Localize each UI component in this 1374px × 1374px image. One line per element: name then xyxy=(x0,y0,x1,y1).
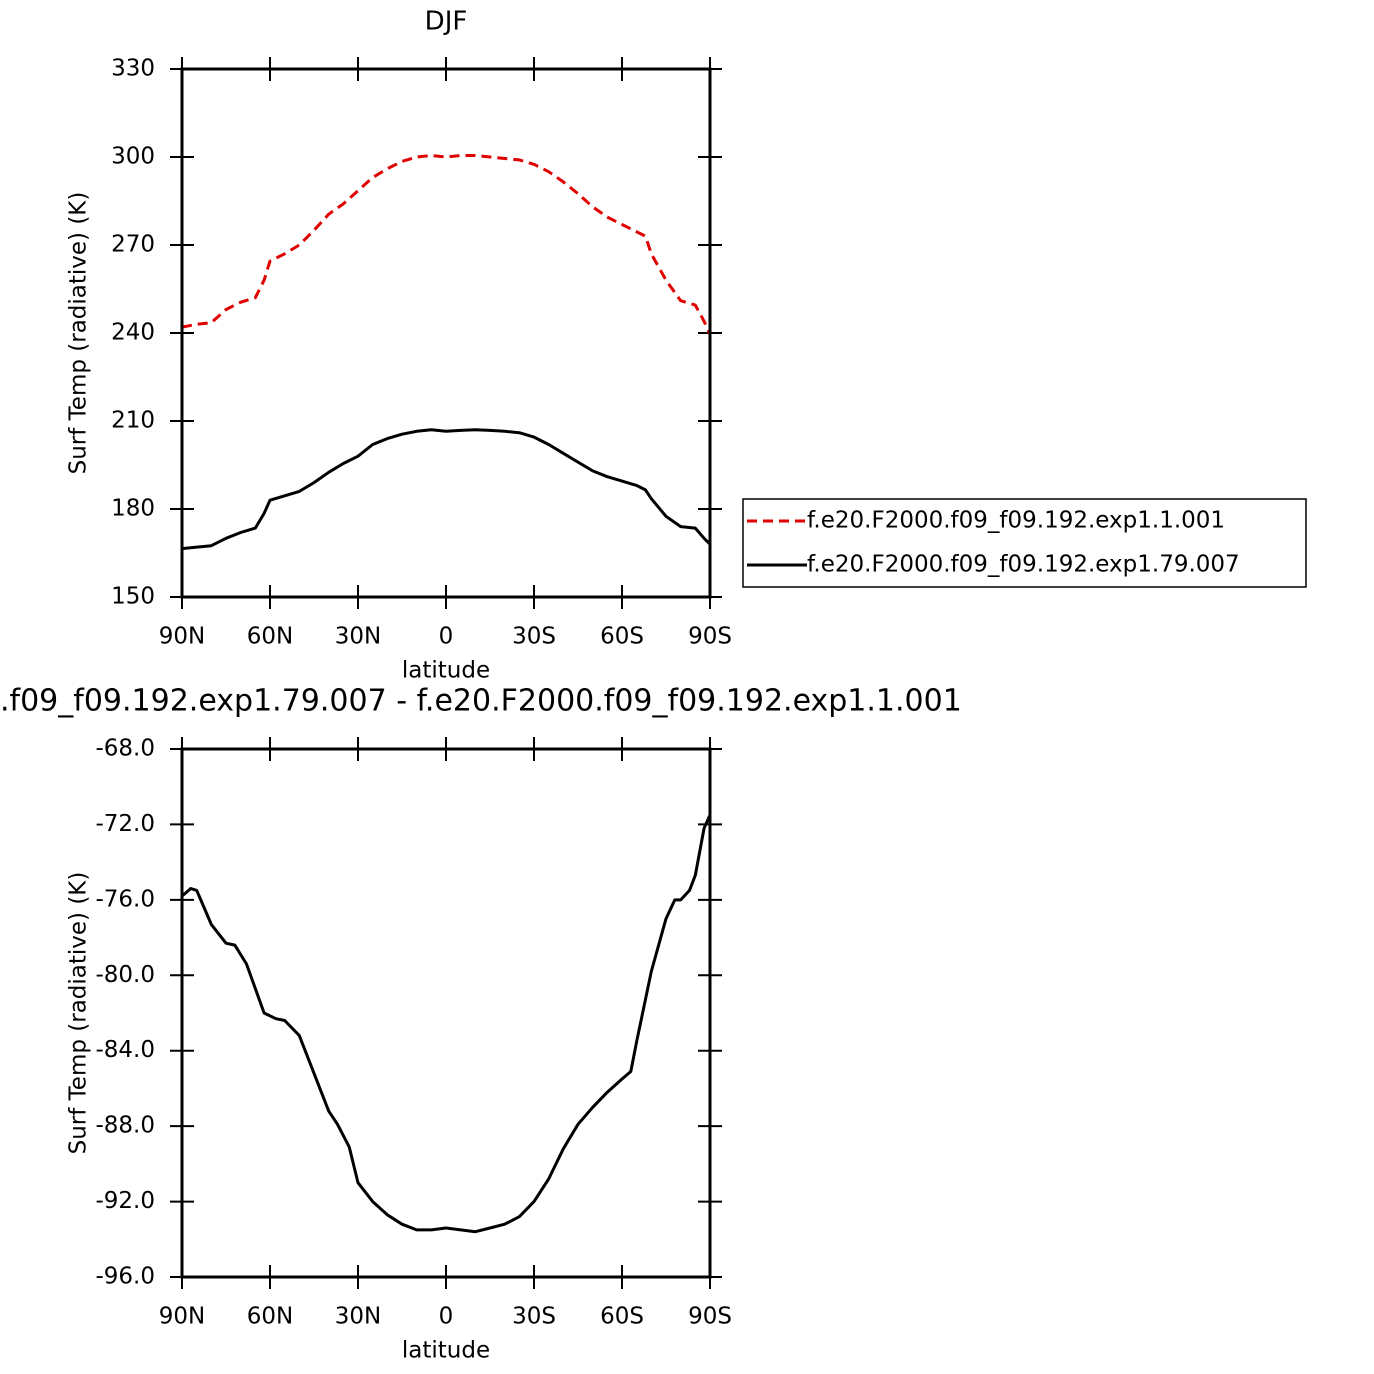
x-tick-label: 90N xyxy=(159,624,205,650)
y-tick-label: 270 xyxy=(111,232,155,258)
data-line xyxy=(181,154,712,336)
x-tick-label: 60N xyxy=(247,624,293,650)
data-line xyxy=(181,814,712,1234)
x-tick-label: 30N xyxy=(335,1304,381,1330)
x-tick-label: 90S xyxy=(688,1304,732,1330)
y-tick-label: 330 xyxy=(111,56,155,82)
chart-title: .f09_f09.192.exp1.79.007 - f.e20.F2000.f… xyxy=(0,684,962,719)
x-tick-label: 0 xyxy=(439,624,454,650)
y-tick-label: -96.0 xyxy=(95,1264,155,1290)
y-tick-label: -76.0 xyxy=(95,886,155,912)
chart-title: DJF xyxy=(425,7,468,37)
y-tick-label: 150 xyxy=(111,584,155,610)
x-tick-label: 60S xyxy=(600,1304,644,1330)
plot-frame xyxy=(180,747,712,1279)
data-line xyxy=(181,428,712,551)
y-tick-label: 210 xyxy=(111,408,155,434)
y-axis-label: Surf Temp (radiative) (K) xyxy=(66,192,92,475)
y-tick-label: 240 xyxy=(111,320,155,346)
x-axis-label: latitude xyxy=(402,658,490,684)
y-tick-label: 300 xyxy=(111,144,155,170)
plot-frame xyxy=(180,67,712,599)
y-tick-label: -88.0 xyxy=(95,1113,155,1139)
legend-label: f.e20.F2000.f09_f09.192.exp1.1.001 xyxy=(807,508,1225,534)
y-tick-label: -92.0 xyxy=(95,1188,155,1214)
y-tick-label: 180 xyxy=(111,496,155,522)
x-axis-label: latitude xyxy=(402,1338,490,1364)
legend-box xyxy=(742,498,1307,588)
y-axis-label: Surf Temp (radiative) (K) xyxy=(66,872,92,1155)
y-tick-label: -68.0 xyxy=(95,736,155,762)
y-tick-label: -84.0 xyxy=(95,1037,155,1063)
y-tick-label: -80.0 xyxy=(95,962,155,988)
x-tick-label: 60S xyxy=(600,624,644,650)
x-tick-label: 30S xyxy=(512,1304,556,1330)
x-tick-label: 30N xyxy=(335,624,381,650)
x-tick-label: 90S xyxy=(688,624,732,650)
legend-label: f.e20.F2000.f09_f09.192.exp1.79.007 xyxy=(807,552,1240,578)
x-tick-label: 30S xyxy=(512,624,556,650)
x-tick-label: 90N xyxy=(159,1304,205,1330)
legend: f.e20.F2000.f09_f09.192.exp1.1.001 f.e20.… xyxy=(742,498,1307,588)
y-tick-label: -72.0 xyxy=(95,811,155,837)
x-tick-label: 0 xyxy=(439,1304,454,1330)
x-tick-label: 60N xyxy=(247,1304,293,1330)
